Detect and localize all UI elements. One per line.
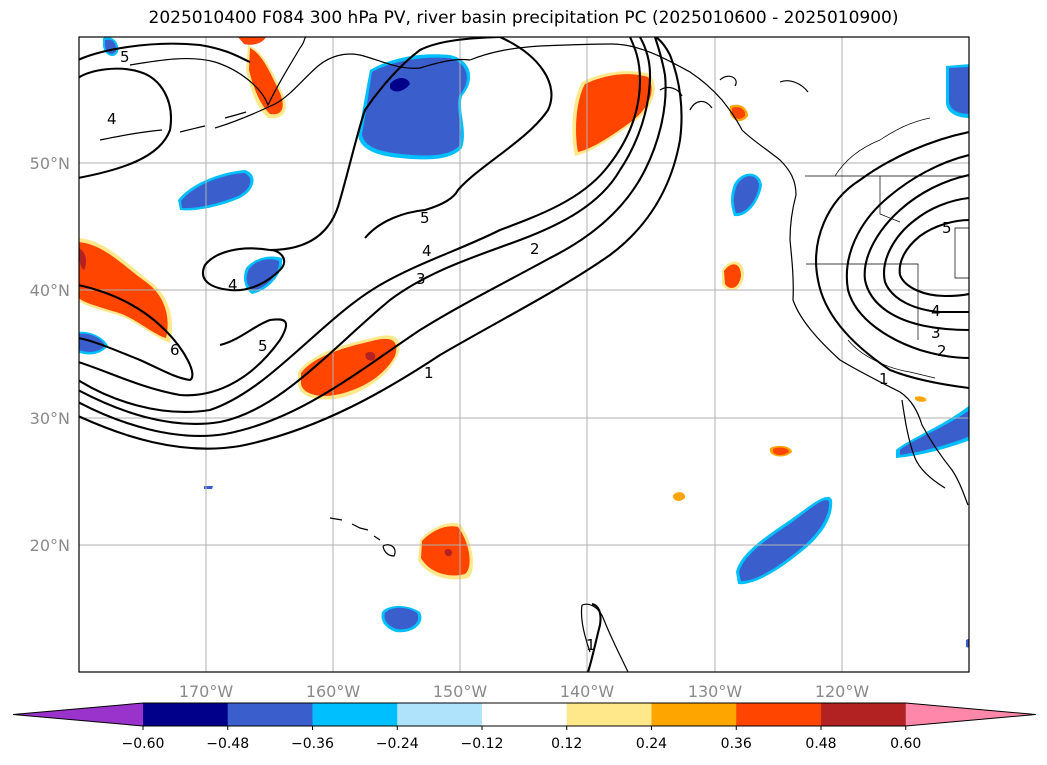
lon-tick-label: 150°W	[433, 682, 488, 701]
colorbar-segment	[566, 703, 652, 726]
colorbar-tick-label: 0.48	[805, 736, 836, 752]
political-borders	[805, 117, 969, 379]
colorbar-tick-label: 0.12	[551, 736, 582, 752]
lon-tick-label: 160°W	[306, 682, 361, 701]
pv-label: 5	[942, 219, 952, 237]
coastlines	[99, 37, 969, 672]
pv-label: 5	[420, 209, 430, 227]
pv-label: 4	[107, 110, 117, 128]
lat-tick-label: 20°N	[30, 536, 70, 555]
pv-label: 1	[586, 636, 596, 654]
pv-label: 3	[931, 324, 941, 342]
pv-label: 1	[424, 364, 434, 382]
colorbar-extend-low	[13, 703, 143, 726]
colorbar-tick-label: −0.36	[291, 736, 334, 752]
pv-contour-labels: 5 4 5 4 3 2 4 6 5 1 1 5 4 3 2 1	[107, 48, 952, 654]
pv-label: 4	[931, 302, 941, 320]
pv-label: 4	[422, 242, 432, 260]
colorbar-extend-high	[905, 703, 1036, 726]
lat-tick-label: 40°N	[30, 281, 70, 300]
pv-label: 2	[530, 240, 540, 258]
pv-label: 1	[879, 370, 889, 388]
lat-tick-label: 50°N	[30, 154, 70, 173]
colorbar-segment	[227, 703, 313, 726]
colorbar-segment	[482, 703, 568, 726]
gridlines	[79, 37, 969, 672]
lon-tick-labels: 170°W 160°W 150°W 140°W 130°W 120°W	[179, 682, 870, 701]
pv-label: 3	[416, 270, 426, 288]
lon-tick-label: 140°W	[560, 682, 615, 701]
colorbar: −0.60 −0.48 −0.36 −0.24 −0.12 0.12 0.24 0.36 0.4…	[12, 702, 1036, 752]
pv-label: 2	[937, 342, 947, 360]
colorbar-segment	[736, 703, 822, 726]
colorbar-segment	[143, 703, 229, 726]
colorbar-segment	[312, 703, 398, 726]
colorbar-tick-label: −0.12	[461, 736, 504, 752]
negative-anomaly-blobs	[79, 37, 969, 648]
colorbar-tick-label: 0.24	[636, 736, 667, 752]
colorbar-tick-label: −0.24	[376, 736, 419, 752]
colorbar-tick-label: 0.60	[890, 736, 921, 752]
pv-label: 5	[258, 337, 268, 355]
colorbar-segment	[821, 703, 907, 726]
lon-tick-label: 130°W	[688, 682, 743, 701]
lon-tick-label: 120°W	[815, 682, 870, 701]
colorbar-tick-label: −0.60	[122, 736, 165, 752]
precip-anomaly-layer	[79, 37, 969, 648]
pv-label: 4	[228, 276, 238, 294]
pv-label: 5	[120, 48, 130, 66]
map-frame	[78, 36, 970, 673]
lat-tick-label: 30°N	[30, 409, 70, 428]
pv-label: 6	[170, 341, 180, 359]
map-title: 2025010400 F084 300 hPa PV, river basin …	[148, 8, 899, 28]
colorbar-segment	[397, 703, 483, 726]
lon-tick-label: 170°W	[179, 682, 234, 701]
pv-contours	[79, 37, 969, 672]
colorbar-segment	[651, 703, 737, 726]
colorbar-tick-label: −0.48	[206, 736, 249, 752]
positive-anomaly-blobs	[79, 37, 927, 580]
colorbar-tick-label: 0.36	[721, 736, 752, 752]
lat-tick-labels: 50°N 40°N 30°N 20°N	[30, 154, 70, 555]
